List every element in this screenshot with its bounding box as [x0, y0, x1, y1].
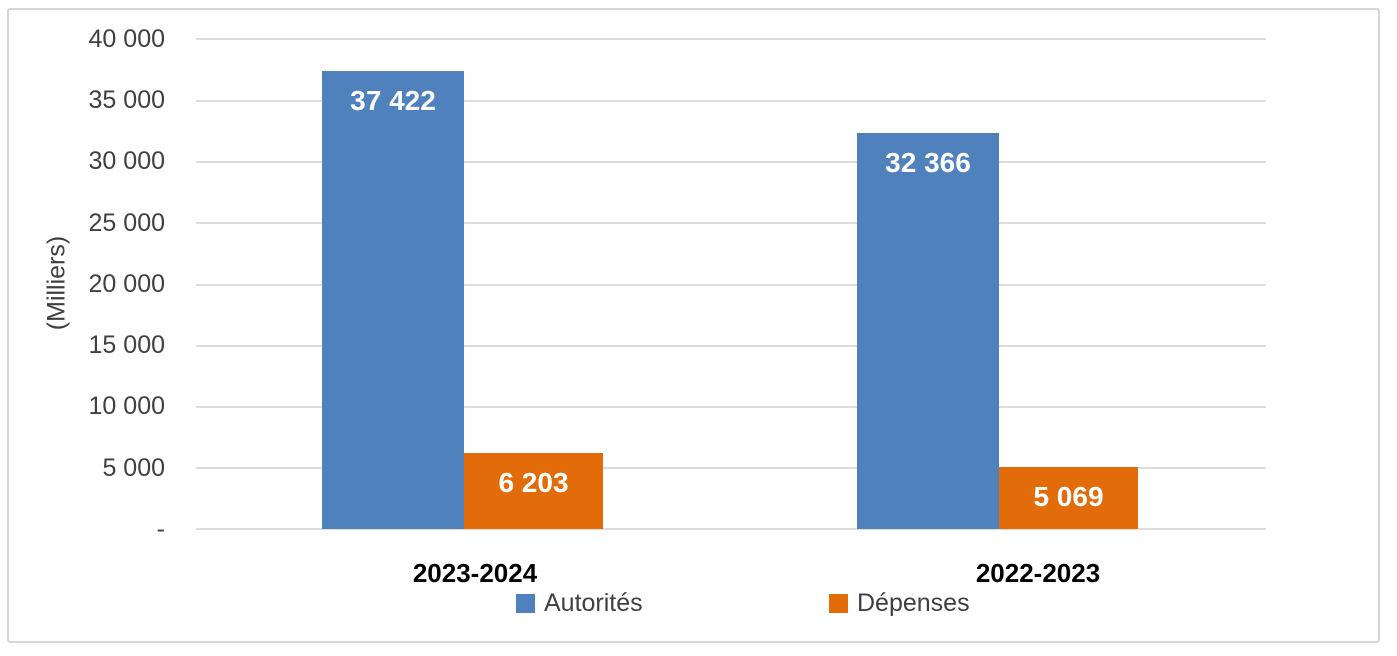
bar-autorites-2022-2023[interactable]: 32 366 [857, 133, 999, 529]
chart-frame [7, 8, 1380, 643]
bar-value-label: 5 069 [1033, 481, 1104, 512]
legend-swatch-autorites-icon [516, 593, 535, 613]
y-tick-label: 30 000 [88, 147, 165, 175]
bar-autorites-2023-2024[interactable]: 37 422 [322, 71, 464, 529]
bar-value-label: 32 366 [885, 147, 971, 178]
legend-item-autorites[interactable]: Autorités [516, 590, 643, 616]
gridline-10000 [196, 406, 1266, 408]
gridline-35000 [196, 100, 1266, 102]
legend-label: Autorités [544, 589, 643, 617]
x-category-label-2023-2024: 2023-2024 [412, 558, 538, 588]
gridline-0 [196, 528, 1266, 530]
y-tick-label: 10 000 [88, 392, 165, 420]
y-tick-label: 35 000 [88, 86, 165, 114]
gridline-20000 [196, 284, 1266, 286]
gridline-5000 [196, 467, 1266, 469]
y-tick-label: 25 000 [88, 209, 165, 237]
legend-swatch-depenses-icon [829, 593, 848, 613]
bar-depenses-2022-2023[interactable]: 5 069 [999, 467, 1138, 529]
bar-value-label: 6 203 [498, 467, 569, 498]
y-tick-label: 5 000 [102, 454, 165, 482]
x-category-label-2022-2023: 2022-2023 [975, 558, 1101, 588]
y-tick-label: 40 000 [88, 25, 165, 53]
gridline-40000 [196, 38, 1266, 40]
bar-value-label: 37 422 [350, 85, 436, 116]
y-tick-label: 20 000 [88, 270, 165, 298]
y-tick-label-zero: - [156, 515, 165, 543]
gridline-30000 [196, 161, 1266, 163]
y-tick-label: 15 000 [88, 331, 165, 359]
gridline-25000 [196, 222, 1266, 224]
gridline-15000 [196, 345, 1266, 347]
bar-depenses-2023-2024[interactable]: 6 203 [464, 453, 603, 529]
legend-item-depenses[interactable]: Dépenses [829, 590, 970, 616]
legend-label: Dépenses [857, 589, 970, 617]
